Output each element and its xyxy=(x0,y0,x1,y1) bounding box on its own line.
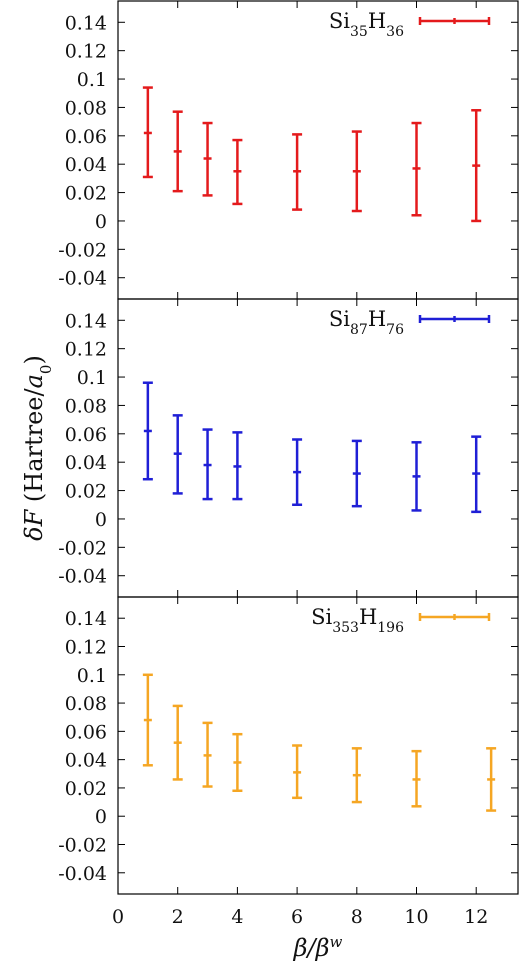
chart-panels: 0.140.120.10.080.060.040.020-0.02-0.04Si… xyxy=(58,0,519,928)
y-tick-label: 0.08 xyxy=(65,693,107,715)
legend-label: Si35H36 xyxy=(329,9,404,40)
panel-2: 0.14 0.12 0.1 0.08 0.06 0.04 0.02 0 -0.02 -0.04 Si… xyxy=(58,298,519,598)
x-tick-label: 12 xyxy=(464,906,488,928)
y-tick-label: 0.14 xyxy=(65,12,107,34)
y-axis-title-unit-open: (Hartree/ xyxy=(20,387,48,509)
legend: Si35H36 xyxy=(329,9,491,40)
x-tick-label: 8 xyxy=(351,906,363,928)
x-tick-label: 0 xyxy=(112,906,124,928)
y-tick-label: 0.1 xyxy=(77,367,107,389)
error-bar-point xyxy=(351,130,362,213)
y-tick-label: 0 xyxy=(95,509,107,531)
error-bar-point xyxy=(142,381,153,481)
legend-label: Si353H196 xyxy=(311,605,404,636)
y-tick-label: 0.1 xyxy=(77,665,107,687)
error-bar-point xyxy=(351,439,362,508)
y-tick-label: -0.04 xyxy=(58,863,107,885)
error-bar-point xyxy=(292,133,303,211)
panel-frame xyxy=(117,596,519,895)
y-tick-label: 0 xyxy=(95,211,107,233)
error-bar-point xyxy=(486,747,497,812)
y-axis-title-unit-close: ) xyxy=(20,355,48,364)
y-axis-title-prefix: δ xyxy=(20,526,48,540)
y-tick-label: 0.12 xyxy=(65,637,107,659)
y-tick-label: -0.02 xyxy=(58,537,107,559)
y-axis-title-unit-subscript: 0 xyxy=(37,365,55,375)
y-tick-label: 0.06 xyxy=(65,126,107,148)
panel-3: 0.14 0.12 0.1 0.08 0.06 0.04 0.02 0 -0.02 -0.04 Si… xyxy=(58,596,519,895)
y-axis-title: δF (Hartree/a0) xyxy=(20,355,55,541)
x-tick-label: 2 xyxy=(172,906,184,928)
y-tick-label: -0.02 xyxy=(58,239,107,261)
error-bar-point xyxy=(202,721,213,788)
x-axis-title-main: β/β xyxy=(293,934,330,962)
y-tick-label: 0.12 xyxy=(65,41,107,63)
error-bar-point xyxy=(202,121,213,197)
x-axis-title: β/βw xyxy=(293,933,343,962)
y-tick-label: 0.06 xyxy=(65,721,107,743)
error-bar-point xyxy=(172,704,183,781)
y-tick-label: -0.04 xyxy=(58,566,107,588)
y-tick-label: 0.14 xyxy=(65,310,107,332)
error-bar-point xyxy=(471,109,482,223)
error-bar-point xyxy=(142,86,153,179)
error-bar-point xyxy=(232,138,243,206)
error-bar-point xyxy=(172,110,183,193)
y-tick-label: 0 xyxy=(95,806,107,828)
y-tick-label: 0.14 xyxy=(65,608,107,630)
x-tick-label: 4 xyxy=(231,906,243,928)
error-bar-point xyxy=(202,428,213,501)
error-bar-point xyxy=(411,749,422,808)
y-tick-label: 0.02 xyxy=(65,183,107,205)
y-tick-label: 0.08 xyxy=(65,97,107,119)
legend-label: Si87H76 xyxy=(329,307,404,338)
y-tick-label: 0.04 xyxy=(65,452,107,474)
y-tick-label: 0.1 xyxy=(77,69,107,91)
y-tick-label: 0.04 xyxy=(65,154,107,176)
y-tick-label: -0.02 xyxy=(58,835,107,857)
error-bar-point xyxy=(292,438,303,507)
error-bar-point xyxy=(292,744,303,800)
x-tick-label: 6 xyxy=(291,906,303,928)
y-tick-label: 0.06 xyxy=(65,424,107,446)
y-tick-label: 0.02 xyxy=(65,481,107,503)
error-bar-point xyxy=(232,732,243,793)
legend: Si353H196 xyxy=(311,605,491,636)
y-axis-title-unit-variable: a xyxy=(20,374,48,388)
error-bar-point xyxy=(351,747,362,804)
legend: Si87H76 xyxy=(329,307,491,338)
x-tick-label: 10 xyxy=(404,906,428,928)
error-bar-point xyxy=(172,414,183,495)
y-tick-label: 0.04 xyxy=(65,750,107,772)
error-bar-point xyxy=(411,441,422,512)
error-bar-point xyxy=(411,121,422,217)
y-tick-label: -0.04 xyxy=(58,268,107,290)
y-tick-label: 0.08 xyxy=(65,395,107,417)
y-tick-label: 0.12 xyxy=(65,339,107,361)
error-bar-point xyxy=(232,431,243,501)
y-tick-label: 0.02 xyxy=(65,778,107,800)
panel-1: 0.14 0.12 0.1 0.08 0.06 0.04 0.02 0 -0.02 -0.04 Si… xyxy=(58,0,519,300)
y-axis-title-variable: F xyxy=(20,508,48,527)
error-bar-point xyxy=(471,435,482,514)
x-axis-title-superscript: w xyxy=(330,933,343,951)
error-bar-point xyxy=(142,673,153,767)
